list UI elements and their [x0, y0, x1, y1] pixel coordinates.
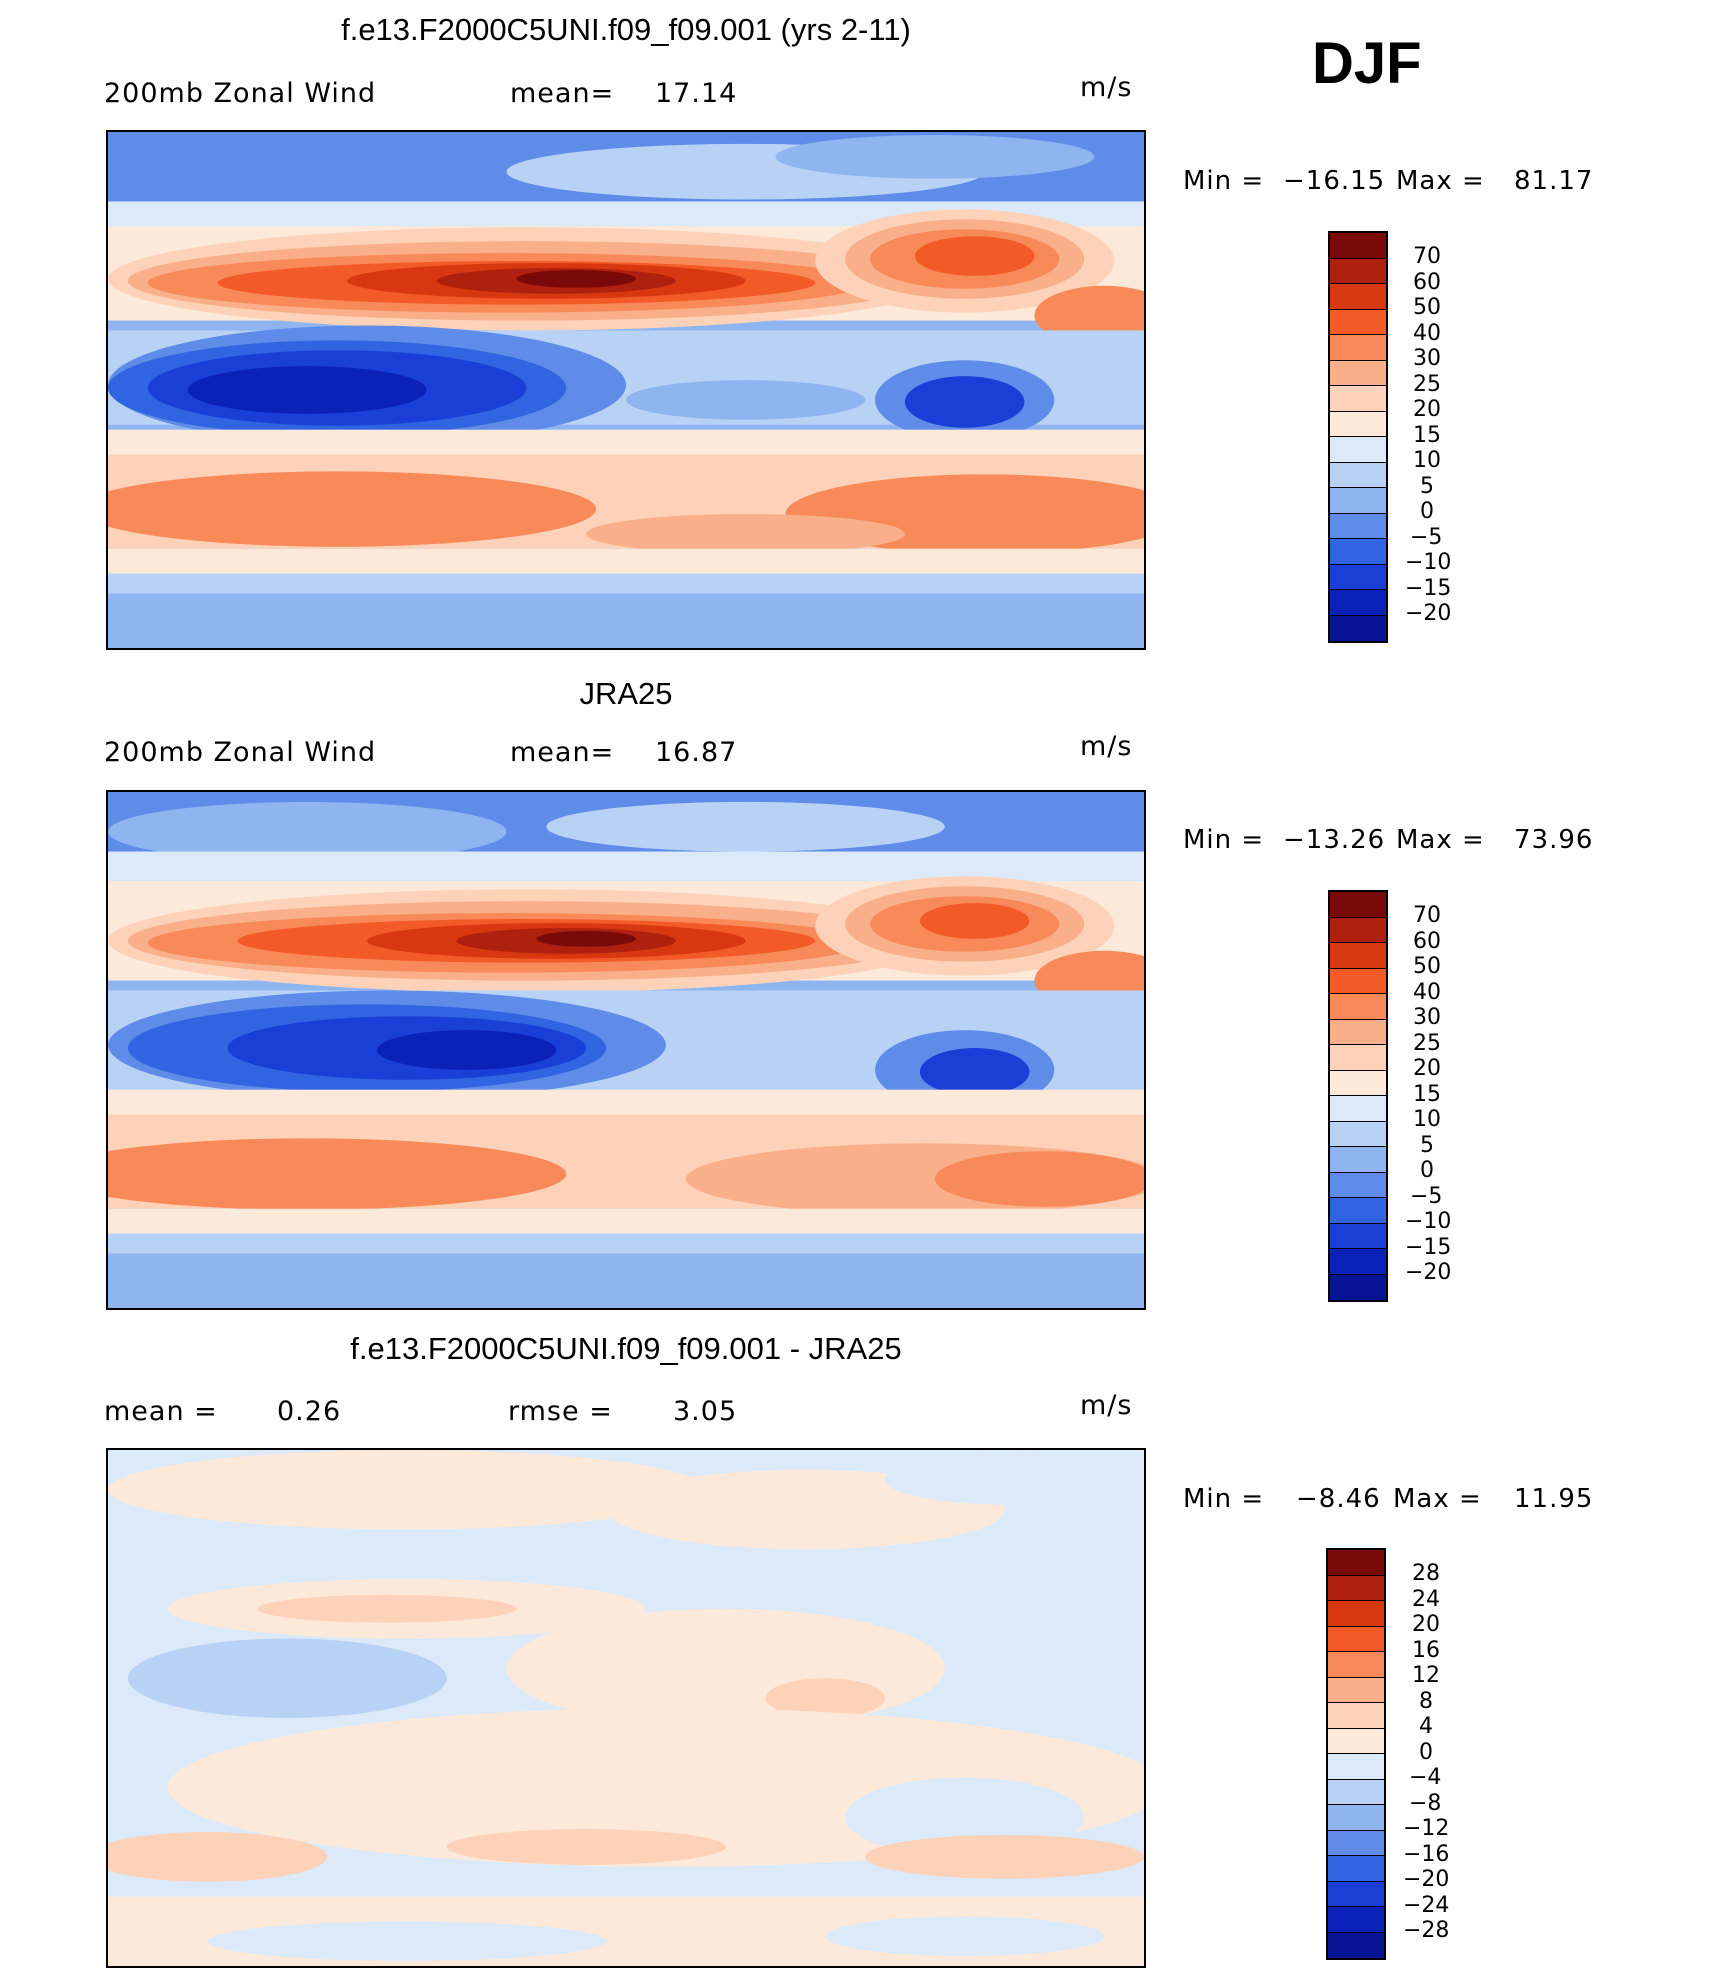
panel1-min-label: Min = — [1183, 166, 1265, 196]
panel1-tick: −5 — [1410, 525, 1443, 550]
panel3-min-value: −8.46 — [1296, 1484, 1381, 1514]
season-label: DJF — [1312, 31, 1422, 96]
panel2-colorbar — [1328, 890, 1388, 1302]
panel1-tick: −15 — [1405, 576, 1452, 601]
panel1-tick: 40 — [1413, 321, 1441, 346]
panel2-tick: −10 — [1405, 1209, 1452, 1234]
panel3-tick: 16 — [1412, 1638, 1440, 1663]
panel1-units: m/s — [1080, 72, 1133, 103]
panel3-tick: −8 — [1409, 1791, 1442, 1816]
panel1-colorbar — [1328, 231, 1388, 643]
panel1-map — [106, 130, 1146, 650]
panel3-rmse-label: rmse = — [508, 1396, 613, 1427]
panel2-tick: 50 — [1413, 954, 1441, 979]
panel2-tick: 25 — [1413, 1031, 1441, 1056]
panel3-colorbar — [1326, 1548, 1386, 1960]
panel1-tick: −10 — [1405, 550, 1452, 575]
panel3-max-value: 11.95 — [1514, 1484, 1594, 1514]
panel2-mean-value: 16.87 — [655, 737, 738, 768]
panel1-tick: 60 — [1413, 270, 1441, 295]
panel1-tick: 25 — [1413, 372, 1441, 397]
panel2-tick: 20 — [1413, 1056, 1441, 1081]
panel1-max-value: 81.17 — [1514, 166, 1594, 196]
panel1-tick: 70 — [1413, 244, 1441, 269]
panel2-tick: 70 — [1413, 903, 1441, 928]
panel3-tick: 0 — [1419, 1740, 1433, 1765]
panel2-variable-label: 200mb Zonal Wind — [104, 737, 377, 768]
panel2-tick: 30 — [1413, 1005, 1441, 1030]
panel2-tick: 5 — [1420, 1133, 1434, 1158]
panel2-tick: −15 — [1405, 1235, 1452, 1260]
panel2-tick: 0 — [1420, 1158, 1434, 1183]
panel1-tick: 5 — [1420, 474, 1434, 499]
panel3-tick: 20 — [1412, 1612, 1440, 1637]
panel1-min-value: −16.15 — [1283, 166, 1386, 196]
panel3-max-label: Max = — [1393, 1484, 1482, 1514]
panel3-rmse-value: 3.05 — [673, 1396, 738, 1427]
panel2-map — [106, 790, 1146, 1310]
panel2-tick: 15 — [1413, 1082, 1441, 1107]
panel2-tick: −20 — [1405, 1260, 1452, 1285]
panel2-min-label: Min = — [1183, 825, 1265, 855]
panel1-tick: 30 — [1413, 346, 1441, 371]
panel1-tick: 10 — [1413, 448, 1441, 473]
panel3-tick: −24 — [1403, 1893, 1450, 1918]
panel1-tick: 20 — [1413, 397, 1441, 422]
panel1-tick: 50 — [1413, 295, 1441, 320]
panel3-map — [106, 1448, 1146, 1968]
panel3-mean-value: 0.26 — [277, 1396, 342, 1427]
panel2-title: JRA25 — [579, 676, 673, 711]
panel1-tick: 0 — [1420, 499, 1434, 524]
panel3-tick: 24 — [1412, 1587, 1440, 1612]
panel2-units: m/s — [1080, 731, 1133, 762]
panel3-tick: −16 — [1403, 1842, 1450, 1867]
panel2-max-label: Max = — [1396, 825, 1485, 855]
panel3-tick: 4 — [1419, 1714, 1433, 1739]
panel1-max-label: Max = — [1396, 166, 1485, 196]
panel1-mean-label: mean= — [510, 78, 615, 109]
panel2-tick: −5 — [1410, 1184, 1443, 1209]
panel3-tick: −20 — [1403, 1867, 1450, 1892]
panel3-units: m/s — [1080, 1390, 1133, 1421]
panel1-tick: 15 — [1413, 423, 1441, 448]
panel1-title: f.e13.F2000C5UNI.f09_f09.001 (yrs 2-11) — [341, 12, 911, 47]
panel3-mean-label: mean = — [104, 1396, 218, 1427]
panel3-min-label: Min = — [1183, 1484, 1265, 1514]
panel3-tick: −28 — [1403, 1918, 1450, 1943]
panel3-tick: −12 — [1403, 1816, 1450, 1841]
panel1-tick: −20 — [1405, 601, 1452, 626]
panel2-tick: 10 — [1413, 1107, 1441, 1132]
panel3-tick: 12 — [1412, 1663, 1440, 1688]
panel3-tick: −4 — [1409, 1765, 1442, 1790]
panel3-tick: 8 — [1419, 1689, 1433, 1714]
panel2-tick: 40 — [1413, 980, 1441, 1005]
panel2-max-value: 73.96 — [1514, 825, 1594, 855]
panel1-mean-value: 17.14 — [655, 78, 738, 109]
panel2-mean-label: mean= — [510, 737, 615, 768]
panel3-tick: 28 — [1412, 1561, 1440, 1586]
panel2-tick: 60 — [1413, 929, 1441, 954]
panel3-title: f.e13.F2000C5UNI.f09_f09.001 - JRA25 — [350, 1331, 902, 1366]
panel2-min-value: −13.26 — [1283, 825, 1386, 855]
panel1-variable-label: 200mb Zonal Wind — [104, 78, 377, 109]
